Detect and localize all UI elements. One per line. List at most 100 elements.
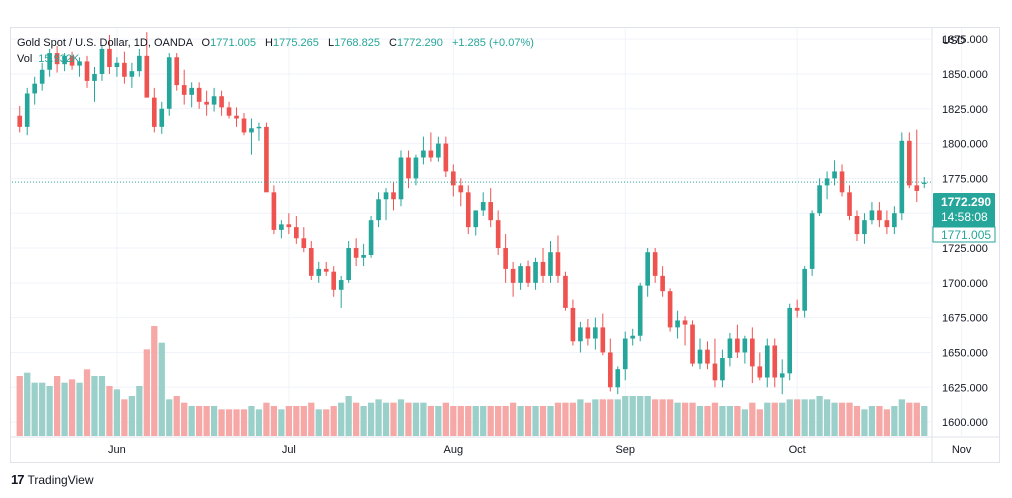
price-tick-label: 1800.000 xyxy=(942,139,988,151)
candle-body xyxy=(615,369,621,388)
volume-bar xyxy=(427,406,435,436)
volume-bar xyxy=(599,399,606,436)
volume-bar xyxy=(823,399,831,436)
candle-body xyxy=(204,101,209,105)
candle-body xyxy=(854,215,860,235)
volume-bar xyxy=(659,399,666,436)
volume-bar xyxy=(771,402,778,436)
candle-body xyxy=(316,268,322,276)
volume-label[interactable]: Vol xyxy=(17,53,33,65)
volume-bar xyxy=(472,406,479,436)
candle-body xyxy=(847,192,852,216)
price-tag: 1772.290 14:58:08 1771.005 xyxy=(932,193,996,243)
price-tick-label: 1825.000 xyxy=(942,104,988,116)
volume-bar xyxy=(495,406,502,436)
volume-bar xyxy=(524,406,532,436)
volume-bar xyxy=(883,409,891,436)
high-label: H xyxy=(265,37,273,49)
candle-body xyxy=(226,107,232,116)
volume-bar xyxy=(352,402,360,436)
volume-bar xyxy=(816,396,823,436)
volume-bar xyxy=(188,406,195,436)
volume-bar xyxy=(442,402,449,436)
volume-bar xyxy=(532,406,539,436)
volume-bar xyxy=(741,409,748,436)
candle-body xyxy=(465,192,471,228)
candle-body xyxy=(675,320,680,328)
volume-bar xyxy=(367,402,375,436)
volume-bar xyxy=(210,406,218,436)
candle-body xyxy=(593,327,598,339)
volume-bar xyxy=(240,409,248,436)
candle-body xyxy=(301,238,307,249)
volume-bar xyxy=(539,406,547,436)
candle-body xyxy=(17,115,23,127)
candle-body xyxy=(279,224,284,230)
candle-body xyxy=(772,345,778,378)
candle-body xyxy=(376,199,381,221)
time-tick-label: Sep xyxy=(615,444,635,456)
volume-bar xyxy=(569,402,577,436)
candle-body xyxy=(764,345,770,378)
candle-body xyxy=(862,220,867,235)
volume-bar xyxy=(196,406,203,436)
candle-body xyxy=(450,171,456,186)
volume-bar xyxy=(652,399,659,436)
volume-bar xyxy=(46,386,53,436)
open-tag-price: 1771.005 xyxy=(941,228,991,242)
volume-bar xyxy=(846,402,853,436)
candle-body xyxy=(264,126,269,193)
volume-bar xyxy=(203,406,210,436)
volume-bar xyxy=(308,402,315,436)
candle-body xyxy=(406,157,411,179)
candle-body xyxy=(832,171,837,179)
volume-bar xyxy=(166,399,173,436)
time-axis[interactable]: JunJulAugSepOctNovDec xyxy=(108,444,1012,456)
tradingview-brand[interactable]: 17 TradingView xyxy=(11,472,94,487)
price-tag-box xyxy=(933,193,995,227)
price-tag-countdown: 14:58:08 xyxy=(941,210,988,224)
candle-body xyxy=(99,48,105,74)
candle-body xyxy=(585,327,591,339)
ohlc-legend: Gold Spot / U.S. Dollar, 1D, OANDA O1771… xyxy=(17,35,534,52)
volume-bar xyxy=(136,386,143,436)
candle-body xyxy=(794,307,800,311)
volume-bar xyxy=(76,382,83,436)
candle-body xyxy=(361,254,366,258)
volume-bar xyxy=(315,409,322,436)
volume-bar xyxy=(547,406,554,436)
volume-bar xyxy=(719,406,726,436)
volume-bar xyxy=(764,402,771,436)
volume-bar xyxy=(405,402,412,436)
volume-bar xyxy=(270,406,278,436)
candle-body xyxy=(817,185,822,214)
volume-bar xyxy=(323,409,330,436)
candle-body xyxy=(137,55,142,72)
volume-bar xyxy=(345,396,352,436)
candle-body xyxy=(548,252,553,276)
volume-value: 15.932K xyxy=(38,53,80,65)
volume-bar xyxy=(831,402,838,436)
volume-bar xyxy=(838,402,846,436)
symbol-title[interactable]: Gold Spot / U.S. Dollar, 1D, OANDA xyxy=(17,37,193,49)
volume-bar xyxy=(248,406,255,436)
candle-body xyxy=(249,128,254,133)
volume-bar xyxy=(637,396,644,436)
candle-body xyxy=(413,157,419,179)
volume-bar xyxy=(91,376,98,436)
volume-bar xyxy=(480,406,487,436)
volume-bar xyxy=(285,406,292,436)
candle-body xyxy=(159,108,165,127)
volume-bar xyxy=(39,382,46,436)
tradingview-logo-icon: 17 xyxy=(11,472,25,487)
candle-body xyxy=(473,210,479,228)
candle-body xyxy=(518,266,523,283)
volume-bar xyxy=(300,406,307,436)
volume-bar xyxy=(779,402,786,436)
candle-body xyxy=(181,85,187,95)
volume-bar xyxy=(128,396,136,436)
time-tick-label: Oct xyxy=(789,444,806,456)
candle-body xyxy=(32,83,38,94)
volume-bar xyxy=(562,402,569,436)
